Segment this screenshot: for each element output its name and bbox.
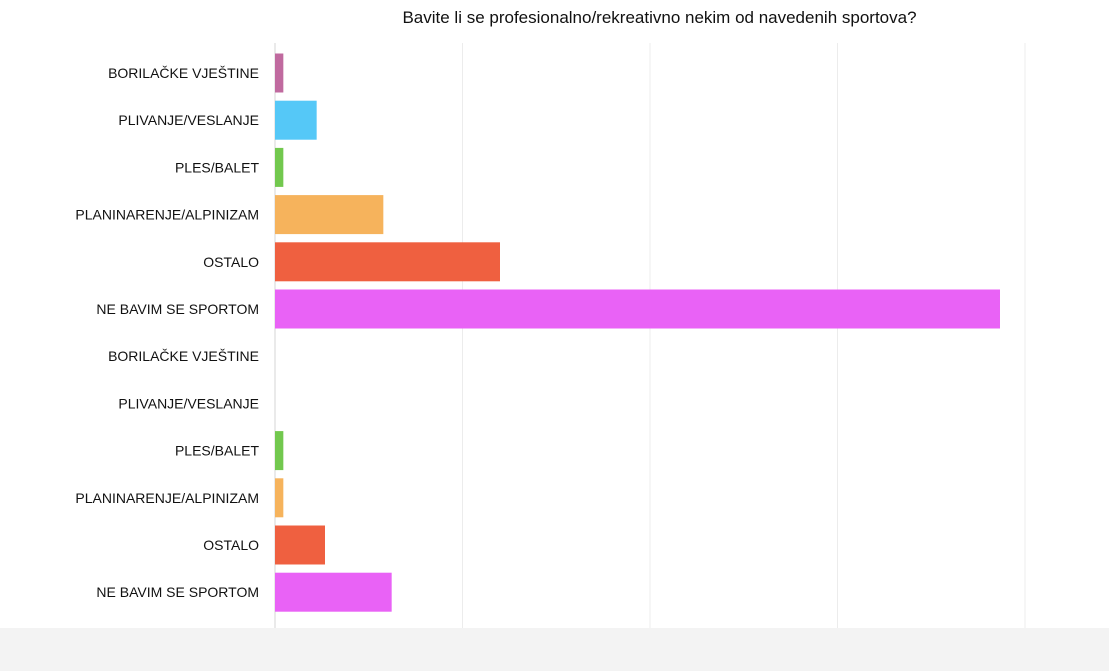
bar (275, 100, 317, 140)
bars (275, 53, 1000, 612)
category-label: PLIVANJE/VESLANJE (118, 395, 259, 411)
category-label: NE BAVIM SE SPORTOM (96, 301, 259, 317)
chart-title: Bavite li se profesionalno/rekreativno n… (402, 8, 917, 27)
category-label: PLES/BALET (175, 159, 259, 175)
bar (275, 147, 284, 187)
category-label: BORILAČKE VJEŠTINE (108, 348, 259, 364)
category-label: BORILAČKE VJEŠTINE (108, 65, 259, 81)
category-label: OSTALO (203, 254, 259, 270)
bar (275, 53, 284, 93)
bar (275, 431, 284, 471)
bar (275, 572, 392, 612)
category-label: PLANINARENJE/ALPINIZAM (75, 490, 259, 506)
category-label: PLIVANJE/VESLANJE (118, 112, 259, 128)
bar (275, 242, 500, 282)
bar (275, 195, 384, 235)
bar (275, 525, 325, 565)
category-label: PLES/BALET (175, 443, 259, 459)
category-label: PLANINARENJE/ALPINIZAM (75, 207, 259, 223)
category-label: OSTALO (203, 537, 259, 553)
footer-band (0, 628, 1109, 671)
category-labels: BORILAČKE VJEŠTINE PLIVANJE/VESLANJE PLES/… (75, 65, 259, 600)
grid-lines (274, 43, 1026, 628)
category-label: NE BAVIM SE SPORTOM (96, 584, 259, 600)
bar (275, 478, 284, 518)
bar-chart: BORILAČKE VJEŠTINE PLIVANJE/VESLANJE PLES/… (75, 43, 1026, 628)
bar (275, 289, 1000, 329)
